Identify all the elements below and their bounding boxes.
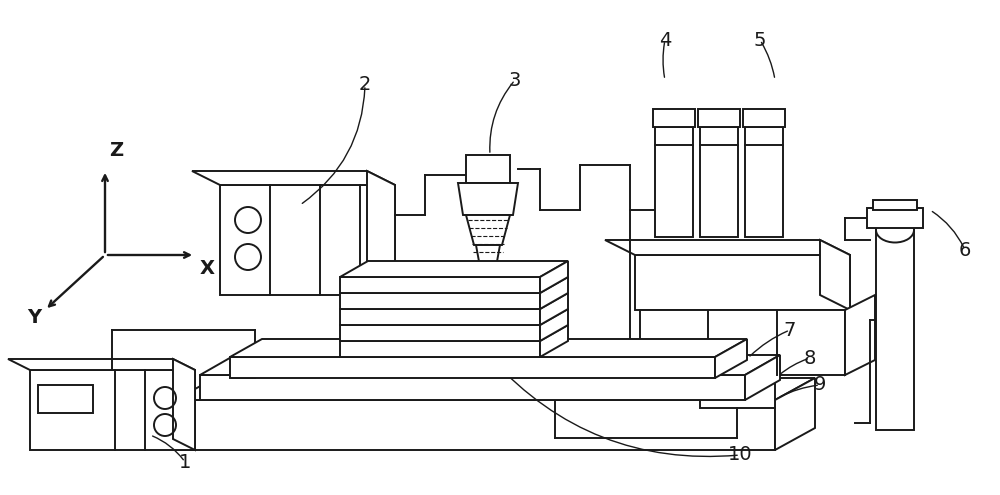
Bar	[867, 208, 923, 228]
Polygon shape	[230, 357, 715, 378]
Bar	[698, 109, 740, 127]
Polygon shape	[466, 215, 510, 245]
Polygon shape	[340, 277, 568, 293]
Text: 1: 1	[179, 452, 191, 472]
Polygon shape	[845, 295, 875, 375]
Polygon shape	[340, 309, 540, 325]
Polygon shape	[340, 325, 540, 341]
Text: 9: 9	[814, 376, 826, 395]
Polygon shape	[30, 370, 195, 450]
Text: 6: 6	[959, 241, 971, 259]
Polygon shape	[540, 325, 568, 357]
Bar	[38, 385, 93, 413]
Text: 3: 3	[509, 70, 521, 90]
Polygon shape	[340, 293, 540, 309]
Bar	[745, 127, 783, 237]
Polygon shape	[540, 277, 568, 309]
Bar	[466, 155, 510, 183]
Polygon shape	[230, 339, 747, 357]
Polygon shape	[192, 171, 395, 185]
Polygon shape	[340, 341, 540, 357]
Polygon shape	[200, 355, 780, 375]
Text: 8: 8	[804, 348, 816, 367]
Polygon shape	[540, 309, 568, 341]
Text: 4: 4	[659, 31, 671, 50]
Bar	[700, 383, 775, 408]
Polygon shape	[540, 261, 568, 293]
Polygon shape	[367, 171, 395, 295]
Text: 5: 5	[754, 31, 766, 50]
Ellipse shape	[876, 217, 914, 243]
Bar	[873, 200, 917, 210]
Bar	[640, 310, 845, 375]
Polygon shape	[340, 277, 540, 293]
Bar	[655, 127, 693, 237]
Bar	[876, 230, 914, 430]
Polygon shape	[200, 375, 745, 400]
Polygon shape	[340, 293, 568, 309]
Polygon shape	[173, 359, 195, 450]
Polygon shape	[220, 185, 395, 295]
Polygon shape	[605, 240, 850, 255]
Polygon shape	[175, 378, 815, 400]
Polygon shape	[340, 325, 568, 341]
Polygon shape	[8, 359, 195, 370]
Text: X: X	[200, 259, 215, 278]
Polygon shape	[340, 309, 568, 325]
Polygon shape	[775, 378, 815, 450]
Text: 7: 7	[784, 320, 796, 340]
Polygon shape	[715, 339, 747, 378]
Text: 2: 2	[359, 76, 371, 95]
Polygon shape	[820, 240, 850, 310]
Polygon shape	[476, 245, 500, 267]
Bar	[743, 109, 785, 127]
Bar	[653, 109, 695, 127]
Polygon shape	[540, 293, 568, 325]
Polygon shape	[745, 355, 780, 400]
Polygon shape	[635, 255, 850, 310]
Text: 10: 10	[728, 446, 752, 464]
Text: Y: Y	[27, 308, 41, 327]
Polygon shape	[175, 400, 775, 450]
Bar	[700, 127, 738, 237]
Polygon shape	[458, 183, 518, 215]
Polygon shape	[340, 261, 568, 277]
Text: Z: Z	[109, 141, 123, 160]
